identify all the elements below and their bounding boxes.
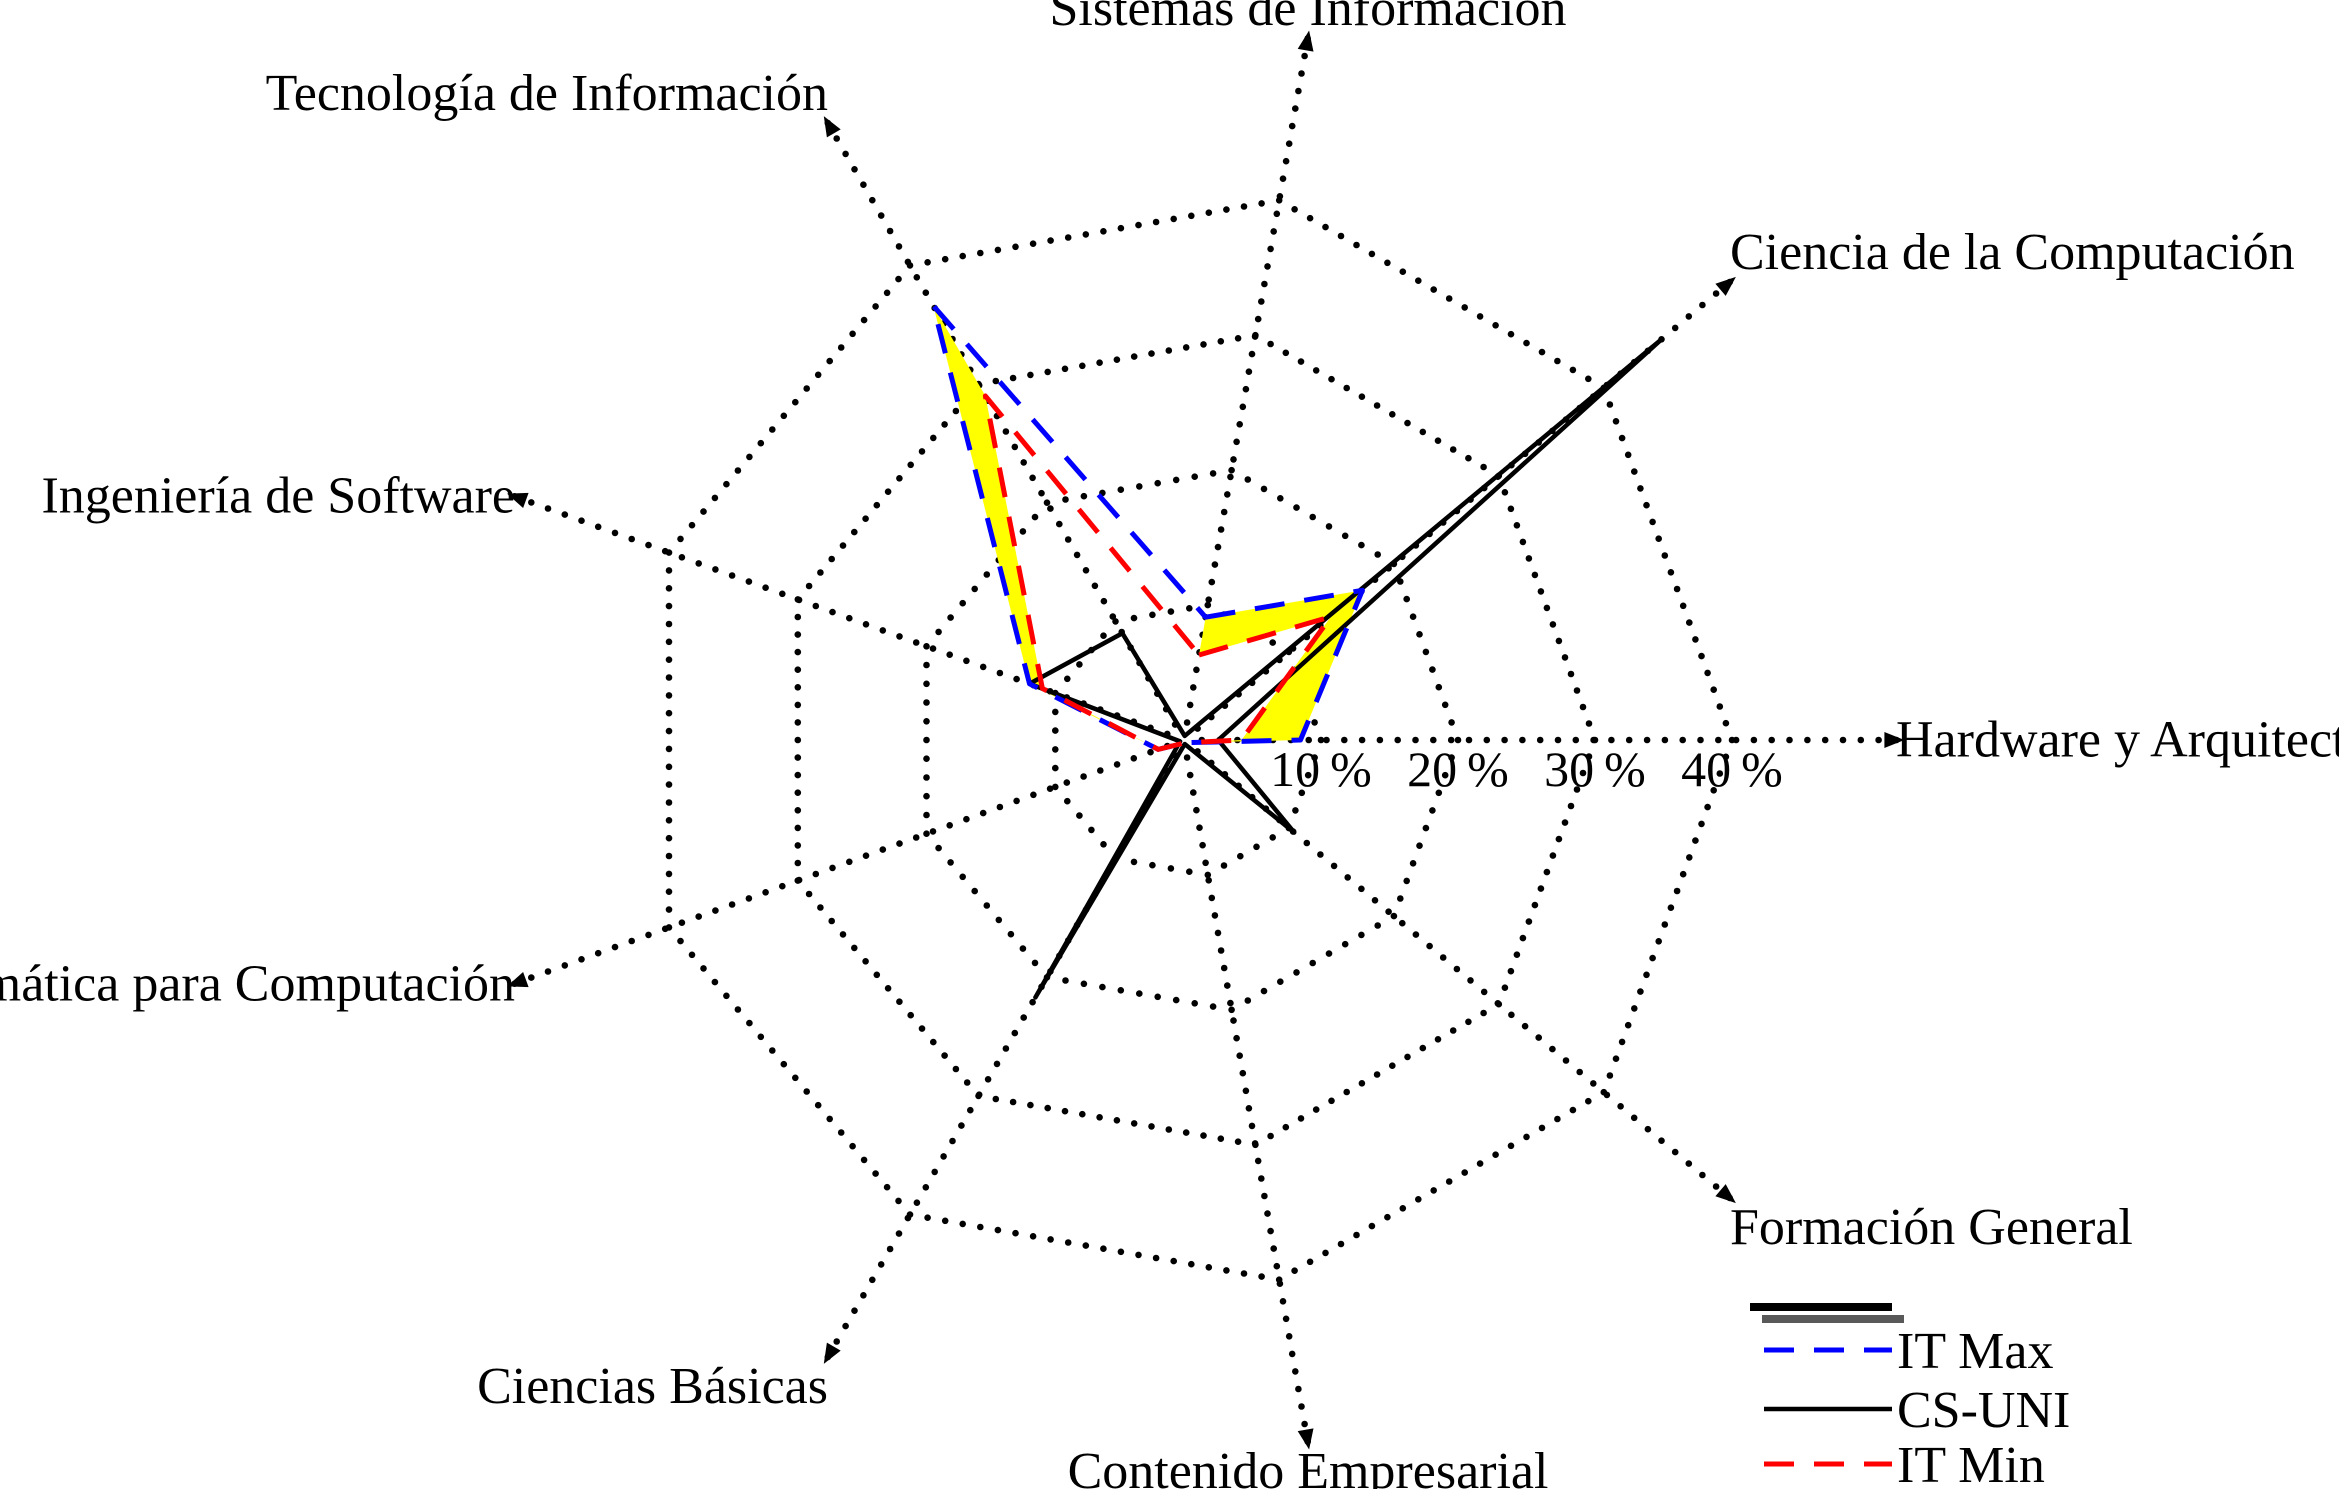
svg-text:10 %: 10 % [1270,741,1372,797]
svg-text:40 %: 40 % [1681,741,1783,797]
svg-text:20 %: 20 % [1407,741,1509,797]
svg-text:30 %: 30 % [1544,741,1646,797]
